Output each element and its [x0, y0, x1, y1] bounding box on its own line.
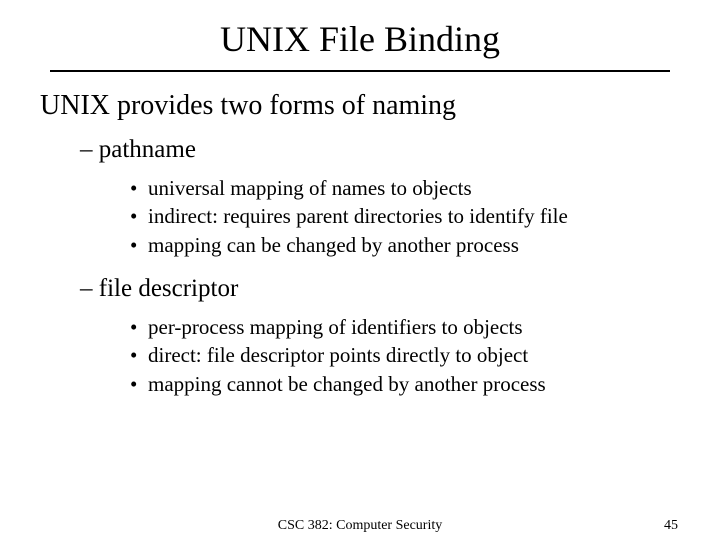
title-divider [50, 70, 670, 72]
slide-title: UNIX File Binding [40, 18, 680, 60]
footer-course: CSC 382: Computer Security [278, 518, 443, 534]
bullet-item: per-process mapping of identifiers to ob… [130, 313, 680, 341]
section-label-filedescriptor: – file descriptor [80, 275, 680, 303]
bullet-item: direct: file descriptor points directly … [130, 341, 680, 369]
footer-page-number: 45 [664, 518, 678, 534]
intro-text: UNIX provides two forms of naming [40, 90, 680, 122]
bullet-group-pathname: universal mapping of names to objects in… [130, 174, 680, 259]
bullet-item: mapping can be changed by another proces… [130, 231, 680, 259]
bullet-item: indirect: requires parent directories to… [130, 202, 680, 230]
bullet-item: mapping cannot be changed by another pro… [130, 370, 680, 398]
bullet-item: universal mapping of names to objects [130, 174, 680, 202]
bullet-group-filedescriptor: per-process mapping of identifiers to ob… [130, 313, 680, 398]
section-label-pathname: – pathname [80, 136, 680, 164]
